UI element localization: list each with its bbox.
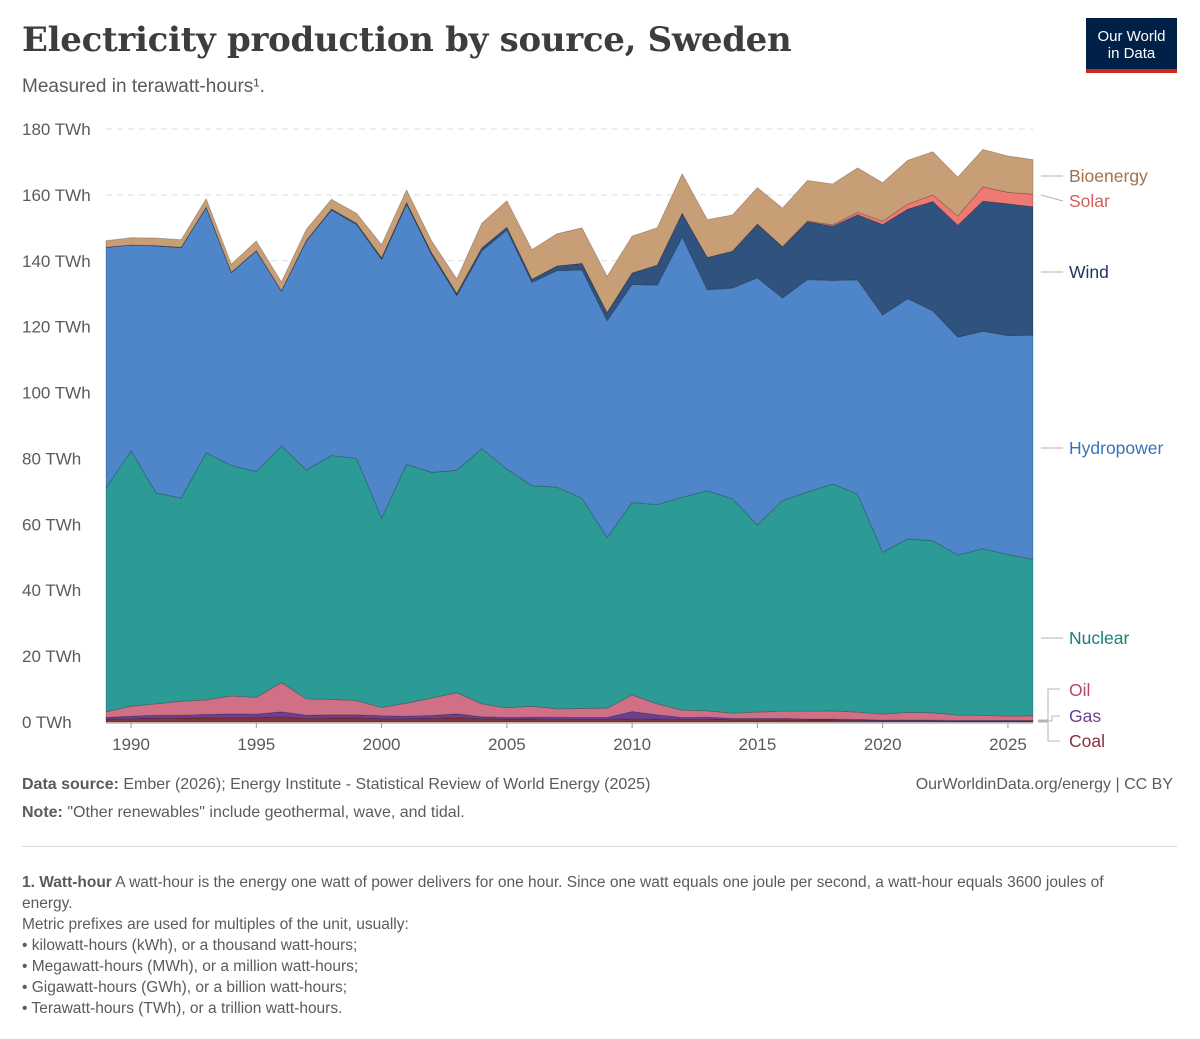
y-tick-label: 180 TWh	[22, 120, 91, 139]
x-tick-label: 1995	[237, 735, 275, 754]
footnote-prefix: Metric prefixes are used for multiples o…	[22, 916, 409, 933]
y-tick-label: 60 TWh	[22, 515, 81, 534]
y-tick-label: 40 TWh	[22, 581, 81, 600]
legend-connector	[1038, 715, 1060, 722]
area-bioenergy	[105, 148, 1034, 314]
x-tick-label: 2025	[989, 735, 1027, 754]
x-tick-label: 2005	[488, 735, 526, 754]
logo-line-1: Our World	[1097, 28, 1166, 45]
x-tick-label: 2015	[738, 735, 776, 754]
legend-label-gas: Gas	[1069, 706, 1101, 726]
area-gas	[105, 711, 1034, 722]
legend-connector	[1040, 194, 1064, 202]
legend-label-hydropower: Hydropower	[1069, 438, 1164, 458]
x-tick-label: 1990	[112, 735, 150, 754]
chart-note: Note: "Other renewables" include geother…	[22, 804, 465, 822]
page-title: Electricity production by source, Sweden	[22, 20, 792, 60]
footnote-list: kilowatt-hours (kWh), or a thousand watt…	[22, 935, 1132, 1019]
legend-label-oil: Oil	[1069, 680, 1090, 700]
data-source-text: Ember (2026); Energy Institute - Statist…	[118, 776, 651, 793]
legend-label-nuclear: Nuclear	[1069, 628, 1129, 648]
note-label: Note:	[22, 804, 63, 821]
footnote-label: 1. Watt-hour	[22, 874, 112, 891]
y-tick-label: 100 TWh	[22, 384, 91, 403]
y-tick-label: 140 TWh	[22, 252, 91, 271]
y-tick-label: 160 TWh	[22, 186, 91, 205]
site-link[interactable]: OurWorldinData.org/energy | CC BY	[915, 776, 1173, 793]
data-source-label: Data source:	[22, 776, 119, 793]
area-wind	[105, 200, 1034, 338]
footnote-definition: 1. Watt-hour A watt-hour is the energy o…	[22, 872, 1132, 914]
footnote-item: kilowatt-hours (kWh), or a thousand watt…	[22, 935, 1132, 956]
y-tick-label: 0 TWh	[22, 713, 72, 732]
x-tick-label: 2020	[864, 735, 902, 754]
owid-logo[interactable]: Our World in Data	[1086, 18, 1177, 73]
legend-label-solar: Solar	[1069, 191, 1110, 211]
x-tick-label: 2010	[613, 735, 651, 754]
area-solar	[105, 186, 1034, 314]
y-tick-label: 80 TWh	[22, 449, 81, 468]
y-tick-label: 20 TWh	[22, 647, 81, 666]
legend-label-wind: Wind	[1069, 262, 1109, 282]
note-text: "Other renewables" include geothermal, w…	[62, 804, 465, 821]
footnote: 1. Watt-hour A watt-hour is the energy o…	[22, 872, 1132, 1019]
legend-labels: Bioenergy Solar Wind Hydropower Nuclear Oil Ga…	[1038, 166, 1164, 751]
footnote-item: Gigawatt-hours (GWh), or a billion watt-…	[22, 977, 1132, 998]
series-areas	[105, 148, 1034, 723]
x-axis: 1990 1995 2000 2005 2010 2015 2020 2025	[106, 722, 1033, 754]
stacked-area-chart[interactable]: 0 TWh 20 TWh 40 TWh 60 TWh 80 TWh 100 TWh 120 …	[0, 110, 1200, 760]
footer-divider	[22, 846, 1177, 847]
footnote-text: A watt-hour is the energy one watt of po…	[22, 874, 1104, 912]
legend-label-bioenergy: Bioenergy	[1069, 166, 1148, 186]
legend-connector	[1038, 688, 1060, 721]
x-tick-label: 2000	[363, 735, 401, 754]
y-axis-ticks: 0 TWh 20 TWh 40 TWh 60 TWh 80 TWh 100 TWh 120 …	[22, 120, 91, 732]
y-tick-label: 120 TWh	[22, 318, 91, 337]
logo-line-2: in Data	[1107, 45, 1156, 62]
footnote-item: Megawatt-hours (MWh), or a million watt-…	[22, 956, 1132, 977]
legend-connector	[1038, 721, 1060, 742]
legend-label-coal: Coal	[1069, 731, 1105, 751]
page-subtitle: Measured in terawatt-hours¹.	[22, 76, 265, 97]
footnote-item: Terawatt-hours (TWh), or a trillion watt…	[22, 998, 1132, 1019]
data-source: Data source: Ember (2026); Energy Instit…	[22, 776, 650, 794]
